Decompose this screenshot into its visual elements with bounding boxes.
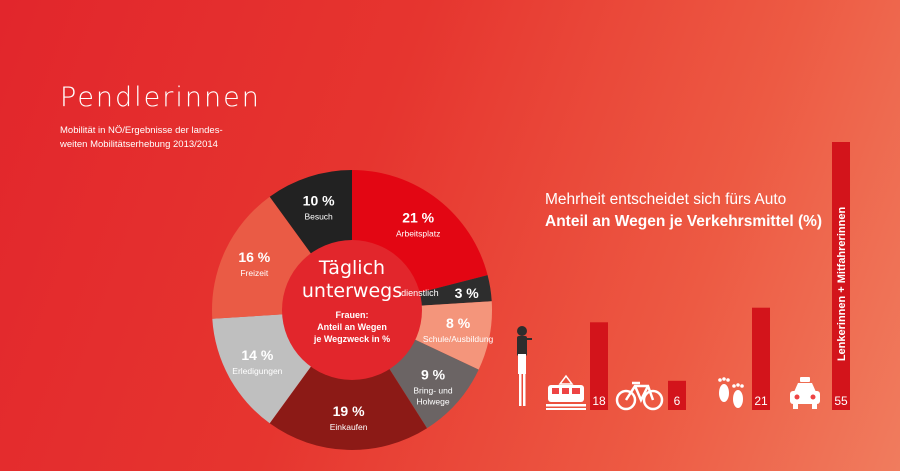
slice-label-dienstlich: dienstlich: [401, 288, 439, 298]
bar-annotation-auto: Lenkerinnen + Mitfahrerinnen: [836, 207, 848, 362]
footprints-icon: [718, 377, 744, 408]
slice-value-einkaufen: 19 %: [333, 403, 365, 419]
woman-figure-icon: [517, 326, 532, 406]
bar-value-fahrrad: 6: [674, 394, 681, 408]
page-title: Pendlerinnen: [60, 82, 261, 113]
bar-auto: [832, 142, 850, 410]
bar-value-bahn: 18: [592, 394, 606, 408]
subtitle: Mobilität in NÖ/Ergebnisse der landes- w…: [60, 124, 270, 152]
slice-label-besuch: Besuch: [304, 211, 333, 221]
donut-center-sub-2: Anteil an Wegen: [317, 322, 387, 332]
slice-label-einkaufen: Einkaufen: [330, 422, 368, 432]
slice-value-bring: 9 %: [421, 366, 446, 382]
donut-slice-einkaufen: [269, 310, 428, 451]
slice-value-besuch: 10 %: [303, 192, 335, 208]
slice-value-dienstlich: 3 %: [455, 285, 480, 301]
slice-value-schule: 8 %: [446, 315, 471, 331]
bar-bahn: [590, 322, 608, 410]
donut-center-sub-1: Frauen:: [335, 310, 368, 320]
slice-value-erledigungen: 14 %: [241, 347, 273, 363]
donut-center-title-1: Täglich: [318, 257, 385, 279]
slice-value-freizeit: 16 %: [238, 249, 270, 265]
bar-value-auto: 55: [834, 394, 848, 408]
subtitle-line-1: Mobilität in NÖ/Ergebnisse der landes-: [60, 125, 223, 136]
bar-chart-title: Mehrheit entscheidet sich fürs Auto: [545, 191, 787, 208]
car-icon: [790, 377, 820, 409]
slice-value-arbeitsplatz: 21 %: [402, 210, 434, 226]
donut-center-title-2: unterwegs: [302, 280, 402, 302]
slice-label-freizeit: Freizeit: [240, 268, 269, 278]
bicycle-icon: [615, 381, 664, 411]
slice-label-erledigungen: Erledigungen: [232, 366, 282, 376]
slice-label-bring-1: Bring- und: [413, 385, 452, 395]
train-icon: [546, 374, 586, 410]
bar-value-zu-fu-: 21: [754, 394, 768, 408]
bar-chart-subtitle: Anteil an Wegen je Verkehrsmittel (%): [545, 213, 823, 230]
slice-label-schule: Schule/Ausbildung: [423, 334, 494, 344]
bar-fahrrad: [668, 380, 686, 410]
subtitle-line-2: weiten Mobilitätserhebung 2013/2014: [60, 139, 218, 150]
donut-center-sub-3: je Wegzweck in %: [313, 334, 390, 344]
donut-hole: [282, 240, 422, 380]
slice-label-bring-2: Holwege: [416, 396, 449, 406]
bar-zu-fu-: [752, 307, 770, 410]
slice-label-arbeitsplatz: Arbeitsplatz: [396, 229, 440, 239]
